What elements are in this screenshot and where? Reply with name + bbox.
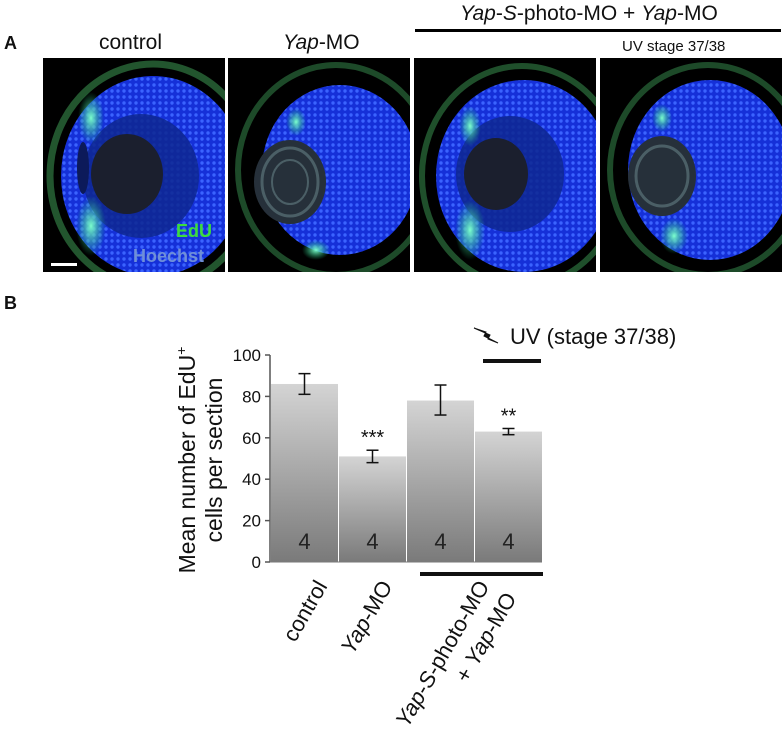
y-tick-label: 80 xyxy=(242,387,261,406)
micrograph-yap-mo xyxy=(228,58,410,272)
significance-label: ** xyxy=(501,405,517,427)
uv-annotation: UV (stage 37/38) xyxy=(510,324,676,349)
column-header-control: control xyxy=(99,31,163,54)
column-header-yap-mo: Yap-MO xyxy=(283,31,360,55)
y-tick-label: 0 xyxy=(252,553,261,572)
micrograph-combo-image xyxy=(419,63,596,272)
combo-yap-2: Yap xyxy=(641,2,677,25)
n-label: 4 xyxy=(434,529,446,554)
combo-s: S xyxy=(502,2,517,25)
y-axis-title-line2: cells per section xyxy=(201,378,227,543)
scale-bar xyxy=(51,263,77,266)
n-label: 4 xyxy=(502,529,514,554)
bars-layer: 4 4 *** 4 4 ** xyxy=(271,372,542,562)
stain-label-edu: EdU xyxy=(176,221,212,241)
y-tick-label: 20 xyxy=(242,512,261,531)
column-header-combo: Yap-S-photo-MO + Yap-MO xyxy=(460,2,718,26)
n-label: 4 xyxy=(298,529,310,554)
micrograph-combo-uv-image xyxy=(607,62,782,272)
combo-photo-mo: -photo-MO + xyxy=(516,2,642,25)
combo-mo-end: -MO xyxy=(676,2,718,25)
combo-yap-1: Yap xyxy=(460,2,496,25)
bar xyxy=(339,456,406,562)
combo-header-rule xyxy=(415,29,781,32)
bar xyxy=(271,383,338,562)
micrograph-combo-uv xyxy=(600,58,782,272)
stain-label-hoechst: Hoechst xyxy=(133,246,205,266)
y-axis-title-superscript: + xyxy=(173,347,189,355)
x-label-yap-mo: Yap-MO xyxy=(336,576,398,658)
n-label: 4 xyxy=(366,529,378,554)
micrograph-control-image xyxy=(46,60,225,272)
bar xyxy=(475,431,542,562)
y-tick-label: 100 xyxy=(233,346,261,365)
micrograph-combo xyxy=(414,58,596,272)
x-label-control: control xyxy=(278,576,333,646)
lightning-bolt-icon xyxy=(473,327,499,344)
micrograph-yap-mo-image xyxy=(235,62,410,272)
header-yap-italic: Yap xyxy=(283,31,319,54)
y-axis-title-text: Mean number of EdU xyxy=(174,355,200,574)
header-mo-suffix: -MO xyxy=(318,31,360,54)
panel-b-letter: B xyxy=(4,293,17,313)
uv-stage-label: UV stage 37/38 xyxy=(622,38,726,55)
combo-dash: - xyxy=(495,2,503,25)
y-tick-label: 60 xyxy=(242,429,261,448)
significance-label: *** xyxy=(361,427,385,449)
y-axis-title-line1: Mean number of EdU+ xyxy=(173,347,200,574)
micrograph-control: EdU Hoechst xyxy=(43,58,225,272)
bar xyxy=(407,400,474,562)
y-tick-label: 40 xyxy=(242,470,261,489)
panel-a-letter: A xyxy=(4,33,17,53)
